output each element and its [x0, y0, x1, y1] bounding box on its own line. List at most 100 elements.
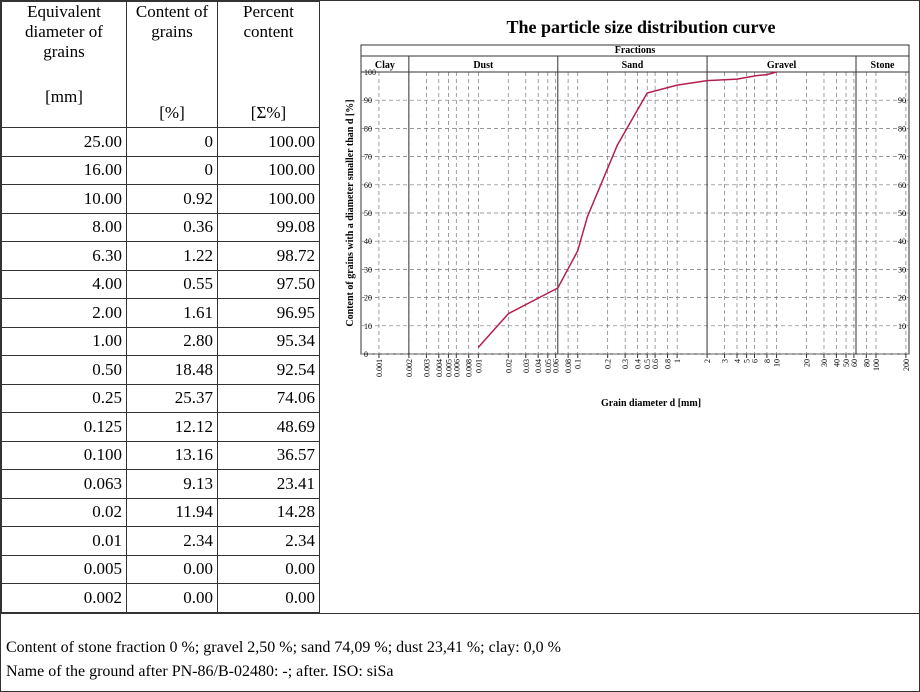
y2-tick-label: 30 — [898, 265, 906, 274]
table-row: 0.125 12.12 48.69 — [1, 412, 320, 442]
x-tick-label: 0.01 — [474, 359, 483, 373]
y-tick-label: 50 — [364, 209, 372, 218]
x-tick-label: 3 — [721, 359, 730, 363]
header-cell: Percent content [Σ%] — [217, 1, 320, 128]
grain-table: Equivalent diameter of grains [mm] Content… — [1, 1, 320, 613]
x-tick-label: 0.06 — [552, 359, 561, 373]
header-unit: [%] — [159, 103, 185, 122]
y-tick-label: 30 — [364, 265, 372, 274]
x-tick-label: 0.005 — [444, 359, 453, 377]
table-cell: 0 — [126, 155, 218, 185]
x-tick-label: 40 — [832, 359, 841, 367]
x-tick-label: 0.003 — [422, 359, 431, 377]
x-tick-label: 30 — [820, 359, 829, 367]
table-cell: 0.00 — [217, 583, 320, 613]
table-cell: 0.92 — [126, 184, 218, 214]
table-row: 4.00 0.55 97.50 — [1, 269, 320, 299]
x-tick-label: 80 — [862, 359, 871, 367]
x-tick-label: 0.004 — [435, 359, 444, 377]
table-row: 0.063 9.13 23.41 — [1, 469, 320, 499]
table-cell: 36.57 — [217, 440, 320, 470]
chart-title: The particle size distribution curve — [507, 17, 776, 37]
x-tick-label: 0.4 — [634, 359, 643, 369]
table-cell: 99.08 — [217, 212, 320, 242]
table-cell: 0.00 — [217, 554, 320, 584]
plot-frame — [360, 44, 910, 355]
y2-tick-label: 20 — [898, 294, 906, 303]
footer-line: Content of stone fraction 0 %; gravel 2,… — [6, 639, 562, 656]
x-tick-label: 0.08 — [564, 359, 573, 373]
fractions-label: Fractions — [615, 45, 656, 56]
header-row: Equivalent diameter of grains [mm] Content… — [1, 1, 320, 128]
y-tick-label: 40 — [364, 237, 372, 246]
x-tick-label: 0.04 — [534, 359, 543, 373]
x-tick-label: 60 — [850, 359, 859, 367]
fraction-name: Clay — [375, 60, 395, 71]
table-cell: 0.50 — [1, 355, 127, 385]
y2-tick-label: 10 — [898, 322, 906, 331]
table-cell: 0.02 — [1, 497, 127, 527]
table-cell: 6.30 — [1, 241, 127, 271]
table-row: 0.005 0.00 0.00 — [1, 554, 320, 584]
y2-tick-label: 70 — [898, 153, 906, 162]
footer-line: Name of the ground after PN-86/B-02480: … — [6, 663, 394, 680]
x-tick-label: 2 — [703, 359, 712, 363]
fraction-name: Stone — [871, 60, 895, 71]
y-tick-label: 0 — [364, 350, 368, 359]
table-cell: 10.00 — [1, 184, 127, 214]
table-cell: 95.34 — [217, 326, 320, 356]
table-cell: 92.54 — [217, 355, 320, 385]
x-axis-title: Grain diameter d [mm] — [601, 398, 701, 409]
header-cell: Content of grains [%] — [126, 1, 218, 128]
table-cell: 2.80 — [126, 326, 218, 356]
x-tick-label: 5 — [743, 359, 752, 363]
y-tick-label: 20 — [364, 294, 372, 303]
y2-tick-label: 50 — [898, 209, 906, 218]
table-row: 6.30 1.22 98.72 — [1, 241, 320, 271]
x-tick-label: 200 — [902, 359, 911, 371]
header-title: Equivalent diameter of grains — [25, 2, 103, 61]
x-tick-label: 6 — [750, 359, 759, 363]
y-tick-label: 70 — [364, 153, 372, 162]
fraction-name: Gravel — [767, 60, 797, 71]
fraction-name: Sand — [622, 60, 644, 71]
table-cell: 2.00 — [1, 298, 127, 328]
y2-tick-label: 40 — [898, 237, 906, 246]
x-tick-label: 20 — [802, 359, 811, 367]
divider — [319, 1, 320, 613]
header-unit: [mm] — [45, 87, 83, 106]
x-tick-label: 0.008 — [465, 359, 474, 377]
x-tick-label: 0.2 — [604, 359, 613, 369]
x-tick-label: 1 — [673, 359, 682, 363]
x-tick-label: 100 — [872, 359, 881, 371]
y-tick-label: 10 — [364, 322, 372, 331]
x-tick-label: 0.002 — [405, 359, 414, 377]
x-tick-label: 0.05 — [544, 359, 553, 373]
x-tick-label: 0.3 — [621, 359, 630, 369]
header-title: Percent content — [243, 2, 294, 41]
table-cell: 4.00 — [1, 269, 127, 299]
x-tick-label: 4 — [733, 359, 742, 363]
fraction-name: Dust — [473, 60, 494, 71]
y2-tick-label: 80 — [898, 124, 906, 133]
table-row: 0.02 11.94 14.28 — [1, 497, 320, 527]
table-cell: 2.34 — [126, 526, 218, 556]
x-tick-label: 0.8 — [664, 359, 673, 369]
footer: Content of stone fraction 0 %; gravel 2,… — [1, 613, 919, 691]
table-row: 10.00 0.92 100.00 — [1, 184, 320, 214]
table-row: 1.00 2.80 95.34 — [1, 326, 320, 356]
table-cell: 2.34 — [217, 526, 320, 556]
x-tick-label: 0.6 — [651, 359, 660, 369]
chart: The particle size distribution curve Frac… — [345, 17, 911, 409]
x-tick-label: 10 — [773, 359, 782, 367]
table-cell: 11.94 — [126, 497, 218, 527]
table-cell: 13.16 — [126, 440, 218, 470]
table-row: 0.002 0.00 0.00 — [1, 583, 320, 613]
header-cell: Equivalent diameter of grains [mm] — [1, 1, 127, 128]
header-unit: [Σ%] — [250, 103, 287, 122]
x-tick-label: 0.02 — [504, 359, 513, 373]
y-tick-label: 90 — [364, 96, 372, 105]
table-cell: 100.00 — [217, 184, 320, 214]
y2-tick-label: 90 — [898, 96, 906, 105]
